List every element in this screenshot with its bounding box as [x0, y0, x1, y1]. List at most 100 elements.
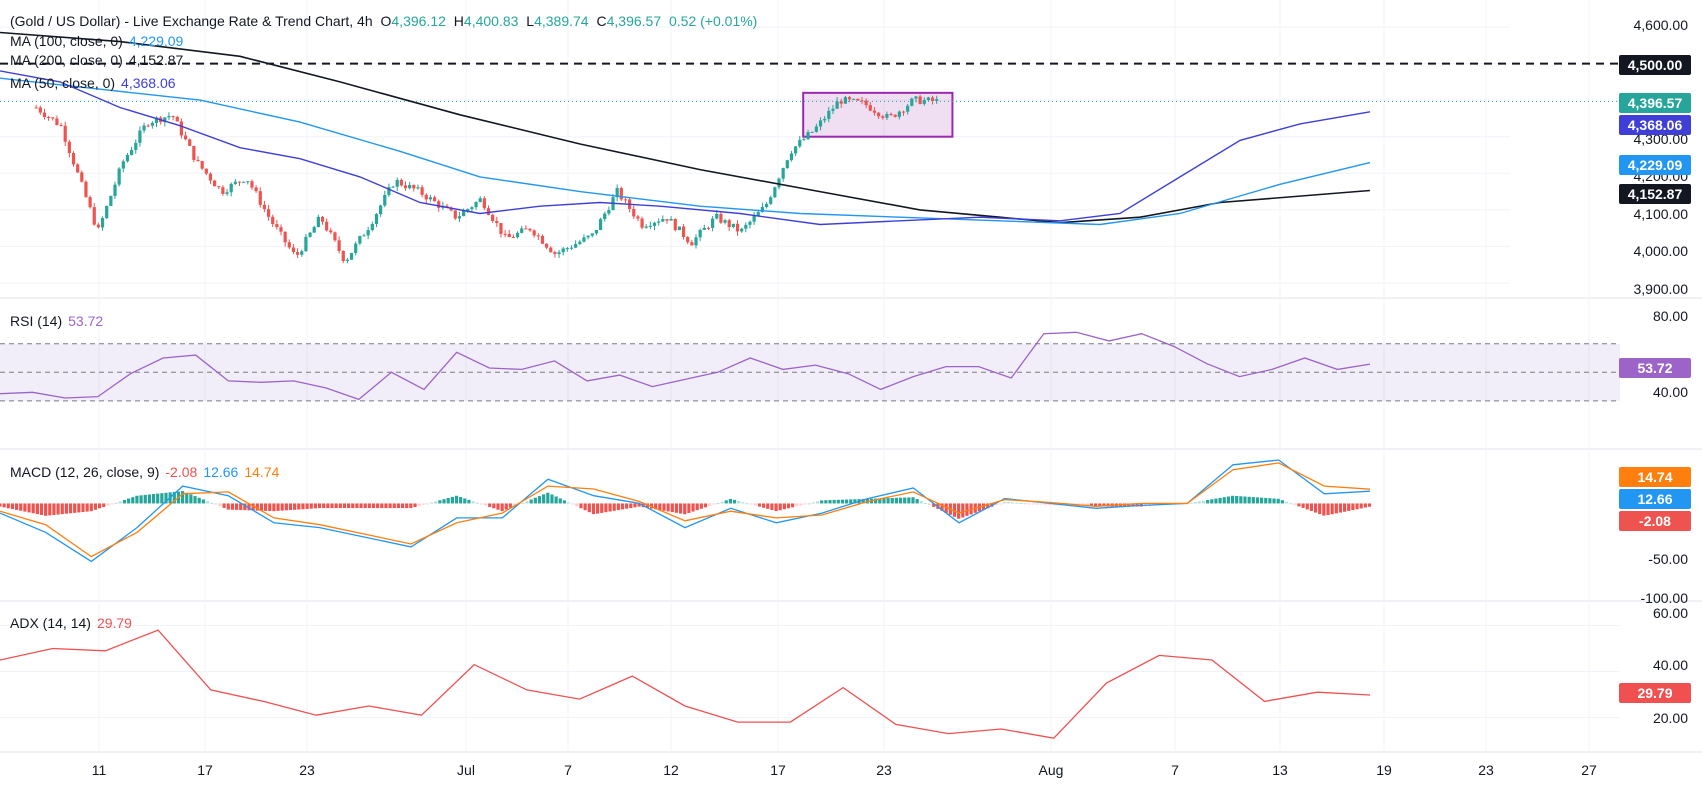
macd-hist-bar — [479, 503, 483, 505]
last-price-tag: 4,396.57 — [1619, 93, 1691, 113]
macd-hist-bar — [417, 503, 421, 506]
candle-body-77 — [354, 243, 358, 253]
macd-hist-bar — [1089, 503, 1094, 507]
macd-hist-bar — [193, 496, 197, 504]
candle-body-25 — [138, 130, 142, 143]
rsi-legend-value: 53.72 — [68, 313, 104, 329]
candle-body-162 — [706, 227, 711, 229]
adx-legend-value: 29.79 — [96, 615, 132, 631]
candle-body-156 — [681, 226, 686, 238]
x-tick-aug19: 19 — [1376, 762, 1392, 778]
candle-body-88 — [399, 179, 403, 186]
macd-hist-bar — [1085, 503, 1089, 507]
x-tick-jul12: 12 — [663, 762, 679, 778]
macd-hist-bar — [786, 503, 791, 509]
candle-body-68 — [316, 216, 320, 228]
candle-body-46 — [225, 192, 229, 194]
macd-hist-bar — [197, 497, 201, 504]
ma100-legend-value: 4,229.09 — [128, 33, 184, 49]
x-tick-aug13: 13 — [1272, 762, 1288, 778]
macd-hist-bar — [1334, 503, 1338, 514]
macd-hist-bar — [803, 503, 807, 505]
macd-hist-bar — [961, 503, 965, 518]
macd-hist-bar — [1201, 500, 1206, 504]
macd-hist-bar — [625, 503, 629, 509]
ma100-tag: 4,229.09 — [1619, 155, 1691, 175]
x-tick-jul: Jul — [457, 762, 475, 778]
macd-hist-bar — [500, 503, 504, 512]
candle-body-1 — [38, 107, 42, 113]
macd-hist-bar — [135, 495, 139, 504]
candle-body-36 — [183, 135, 188, 140]
macd-hist-bar — [488, 503, 492, 507]
ma50-legend[interactable]: MA (50, close, 0) 4,368.06 — [10, 75, 176, 91]
macd-hist-bar — [890, 497, 894, 504]
candle-body-214 — [922, 100, 926, 104]
macd-hist-bar — [1359, 503, 1363, 509]
rsi-legend[interactable]: RSI (14) 53.72 — [10, 313, 104, 329]
candle-body-103 — [462, 210, 466, 217]
macd-hist-bar — [1255, 497, 1260, 504]
macd-hist-bar — [542, 494, 546, 504]
ma100-legend[interactable]: MA (100, close, 0) 4,229.09 — [10, 33, 184, 49]
macd-hist-bar — [807, 503, 811, 505]
macd-hist-bar — [508, 503, 513, 508]
candle-body-41 — [204, 168, 208, 174]
macd-hist-bar — [172, 491, 176, 504]
macd-hist-bar — [31, 503, 35, 514]
macd-hist-bar — [1218, 497, 1222, 504]
x-tick-aug7: 7 — [1171, 762, 1179, 778]
macd-hist-bar — [15, 503, 19, 510]
macd-hist-bar — [218, 503, 222, 507]
macd-hist-bar — [147, 494, 151, 504]
macd-hist-bar — [93, 503, 98, 510]
ma200-legend[interactable]: MA (200, close, 0) 4,152.87 — [10, 52, 184, 68]
candle-body-32 — [167, 116, 171, 118]
macd-hist-bar — [1019, 503, 1023, 505]
x-tick-jun17: 17 — [197, 762, 213, 778]
x-tick-aug27: 27 — [1581, 762, 1597, 778]
macd-hist-bar — [1048, 503, 1052, 505]
macd-hist-bar — [662, 503, 666, 511]
macd-hist-bar — [687, 503, 691, 513]
macd-hist-bar — [537, 496, 542, 504]
macd-hist-bar — [467, 499, 471, 504]
macd-hist-bar — [770, 503, 774, 510]
candle-body-9 — [71, 153, 76, 165]
macd-hist-bar — [911, 497, 915, 504]
x-tick-jun11: 11 — [91, 762, 107, 778]
candle-body-131 — [578, 241, 582, 245]
macd-legend[interactable]: MACD (12, 26, close, 9) -2.08 12.66 14.74 — [10, 464, 280, 480]
macd-hist-bar — [434, 501, 438, 504]
macd-hist-bar — [430, 502, 434, 504]
macd-hist-bar — [998, 503, 1002, 505]
macd-hist-bar — [932, 503, 936, 507]
macd-hist-bar — [226, 503, 230, 510]
macd-hist-bar — [313, 503, 317, 509]
macd-hist-bar — [56, 503, 60, 515]
macd-hist-bar — [1031, 503, 1035, 505]
candle-body-110 — [491, 214, 495, 221]
candle-body-115 — [511, 237, 516, 239]
candle-body-74 — [341, 250, 345, 262]
candle-body-135 — [594, 230, 599, 234]
candle-body-22 — [125, 154, 130, 162]
candle-body-160 — [698, 229, 702, 238]
macd-hist-bar — [1131, 503, 1135, 507]
candle-body-144 — [632, 208, 636, 217]
macd-hist-bar — [529, 499, 533, 504]
macd-hist-bar — [1268, 498, 1272, 504]
macd-hist-bar — [1367, 503, 1372, 507]
macd-hist-bar — [757, 503, 762, 507]
macd-hist-bar — [728, 498, 732, 504]
candle-body-173 — [752, 215, 756, 222]
macd-hist-bar — [1251, 497, 1255, 504]
candle-body-37 — [188, 139, 192, 146]
level-4500-tag: 4,500.00 — [1619, 55, 1691, 75]
macd-hist-bar — [276, 503, 280, 511]
adx-legend[interactable]: ADX (14, 14) 29.79 — [10, 615, 132, 631]
candle-body-168 — [731, 223, 735, 228]
macd-hist-bar — [305, 503, 309, 509]
candle-body-24 — [134, 142, 138, 150]
macd-hist-bar — [201, 499, 205, 504]
